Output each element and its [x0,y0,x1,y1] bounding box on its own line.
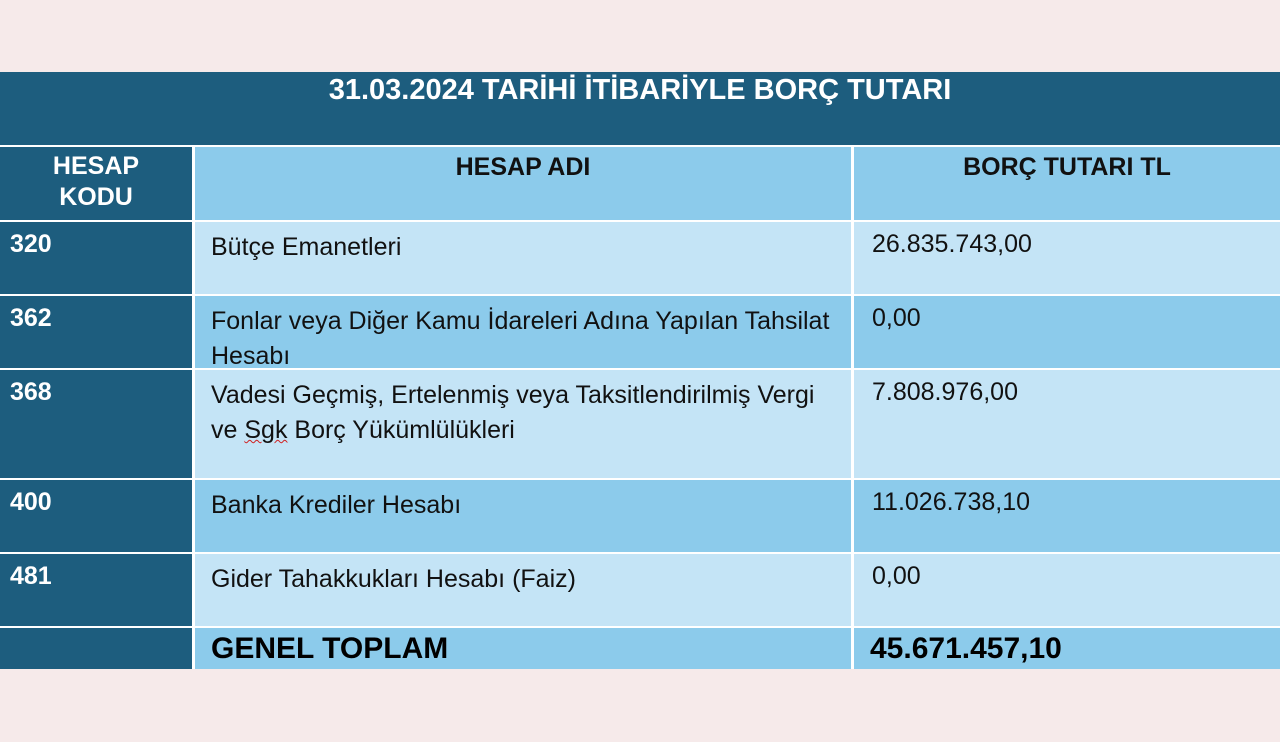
total-label: GENEL TOPLAM [195,628,851,669]
header-name: HESAP ADI [195,147,851,220]
header-amount: BORÇ TUTARI TL [854,147,1280,220]
debt-table: 31.03.2024 TARİHİ İTİBARİYLE BORÇ TUTARI… [0,72,1280,669]
row-amount: 7.808.976,00 [854,370,1280,478]
row-amount: 11.026.738,10 [854,480,1280,552]
row-code: 320 [0,222,192,294]
row-name: Fonlar veya Diğer Kamu İdareleri Adına Y… [195,296,851,370]
row-code: 368 [0,370,192,478]
table-title: 31.03.2024 TARİHİ İTİBARİYLE BORÇ TUTARI [0,72,1280,145]
header-code-label: HESAP KODU [52,152,140,211]
total-amount: 45.671.457,10 [854,628,1280,669]
row-code: 481 [0,554,192,626]
row-amount: 0,00 [854,296,1280,368]
row-name: Bütçe Emanetleri [195,222,851,294]
row-amount: 26.835.743,00 [854,222,1280,294]
row-name-part: Borç Yükümlülükleri [287,416,515,444]
row-name: Gider Tahakkukları Hesabı (Faiz) [195,554,851,626]
row-name: Vadesi Geçmiş, Ertelenmiş veya Taksitlen… [195,370,851,478]
row-name: Banka Krediler Hesabı [195,480,851,552]
total-code-cell [0,628,192,669]
header-code: HESAP KODU [0,147,192,220]
spellcheck-word: Sgk [244,416,288,444]
row-name-part: Vadesi Geçmiş, Ertelenmiş veya Taksitlen… [211,381,815,444]
row-code: 400 [0,480,192,552]
row-code: 362 [0,296,192,368]
row-amount: 0,00 [854,554,1280,626]
